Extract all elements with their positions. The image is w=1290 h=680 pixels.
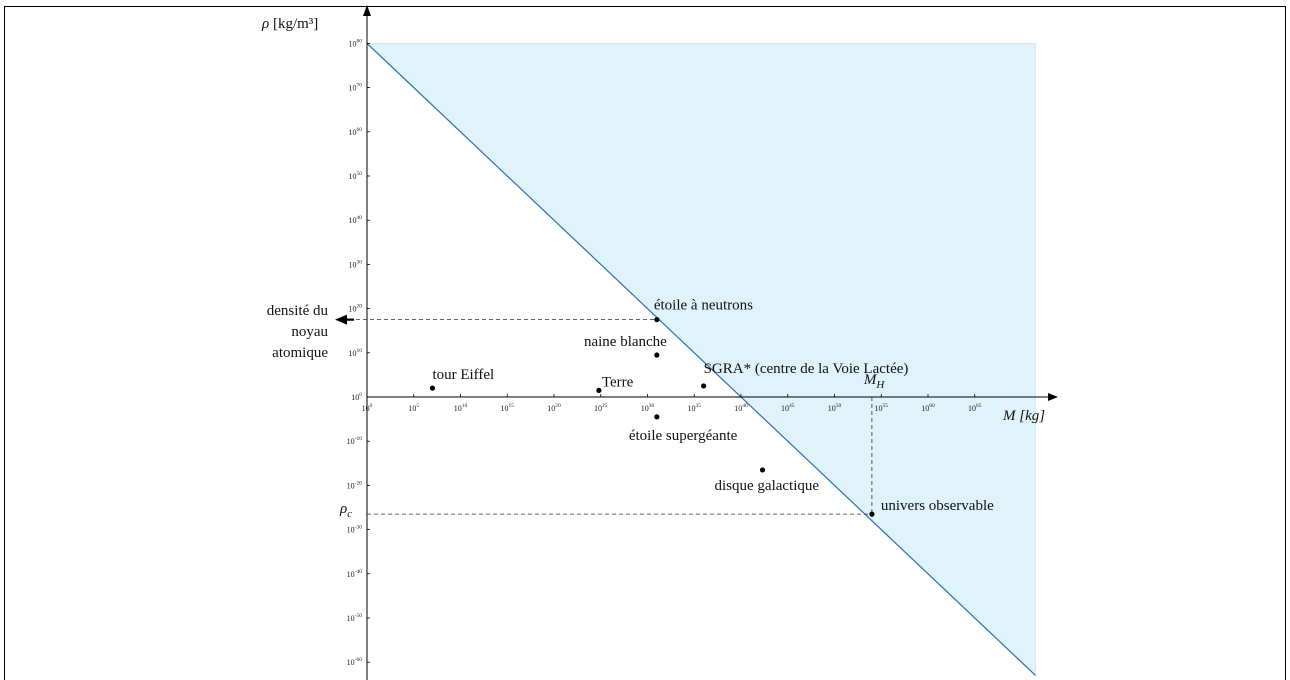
x-tick-label: 1025 — [594, 403, 608, 413]
data-point-label: tour Eiffel — [432, 367, 494, 383]
boundary-line — [366, 42, 1036, 676]
y-axis-arrow — [363, 5, 371, 16]
nuclear-density-label: atomique — [272, 345, 328, 361]
x-tick-label: 1030 — [641, 403, 655, 413]
nuclear-density-label: noyau — [291, 324, 328, 340]
guide-lines: MH ρc — [339, 319, 886, 520]
x-axis-arrow — [1048, 393, 1058, 401]
y-tick-label: 10-60 — [347, 657, 363, 667]
data-point-label: naine blanche — [584, 334, 667, 350]
data-point-label: Terre — [602, 374, 634, 390]
y-tick-label: 10-50 — [347, 613, 363, 623]
x-tick-label: 1035 — [688, 403, 702, 413]
data-point-label: étoile à neutrons — [654, 298, 753, 314]
y-tick-label: 10-40 — [347, 569, 363, 579]
x-tick-label: 100 — [362, 403, 373, 413]
data-point-label: SGRA* (centre de la Voie Lactée) — [704, 361, 909, 377]
y-tick-label: 10-20 — [347, 480, 363, 490]
rho-c-label: ρc — [339, 501, 352, 520]
data-point-label: univers observable — [881, 498, 994, 514]
y-ticks: 1080 1070 1060 1050 1040 1030 1020 1010 100 10-10… — [347, 38, 370, 667]
y-tick-label: 1010 — [349, 348, 363, 358]
nuclear-density-label: densité du — [267, 303, 329, 319]
x-tick-label: 1015 — [501, 403, 515, 413]
x-tick-label: 105 — [408, 403, 419, 413]
data-point — [429, 385, 436, 391]
x-tick-label: 1060 — [921, 403, 935, 413]
nuclear-density-arrow-head — [335, 314, 347, 325]
x-tick-label: 1020 — [547, 403, 561, 413]
m-h-label: MH — [863, 372, 886, 391]
data-point-label: disque galactique — [715, 478, 820, 494]
y-tick-label: 1020 — [349, 304, 363, 314]
y-tick-label: 1030 — [349, 259, 363, 269]
x-ticks: 100 105 1010 1015 1020 1025 1030 1035 1040 1045 10… — [362, 394, 982, 413]
x-tick-label: 1065 — [968, 403, 982, 413]
data-point — [654, 414, 660, 420]
data-point — [869, 511, 875, 517]
y-tick-label: 10-30 — [347, 525, 363, 535]
figure-frame — [4, 6, 1286, 680]
x-tick-label: 1055 — [875, 403, 889, 413]
y-tick-label: 1080 — [349, 38, 363, 48]
data-point — [596, 387, 602, 393]
y-tick-label: 1040 — [349, 215, 363, 225]
y-tick-label: 10-10 — [347, 436, 363, 446]
data-point-label: étoile supergéante — [629, 428, 738, 444]
x-axis-label: M [kg] — [1002, 408, 1045, 424]
data-point — [654, 352, 660, 358]
x-tick-label: 1040 — [734, 403, 748, 413]
data-point — [701, 383, 707, 389]
y-tick-label: 1060 — [349, 127, 363, 137]
nuclear-density-annotation: densité du noyau atomique — [267, 303, 354, 361]
x-tick-label: 1050 — [828, 403, 842, 413]
data-points: tour Eiffel Terre naine blanche étoile à ne… — [429, 298, 994, 517]
x-tick-label: 1010 — [454, 403, 468, 413]
y-tick-label: 100 — [351, 392, 362, 402]
data-point — [759, 467, 766, 473]
y-axis-label: ρ [kg/m³] — [261, 16, 318, 32]
y-tick-label: 1070 — [349, 83, 363, 93]
x-tick-label: 1045 — [781, 403, 795, 413]
data-point — [654, 317, 660, 323]
y-tick-label: 1050 — [349, 171, 363, 181]
